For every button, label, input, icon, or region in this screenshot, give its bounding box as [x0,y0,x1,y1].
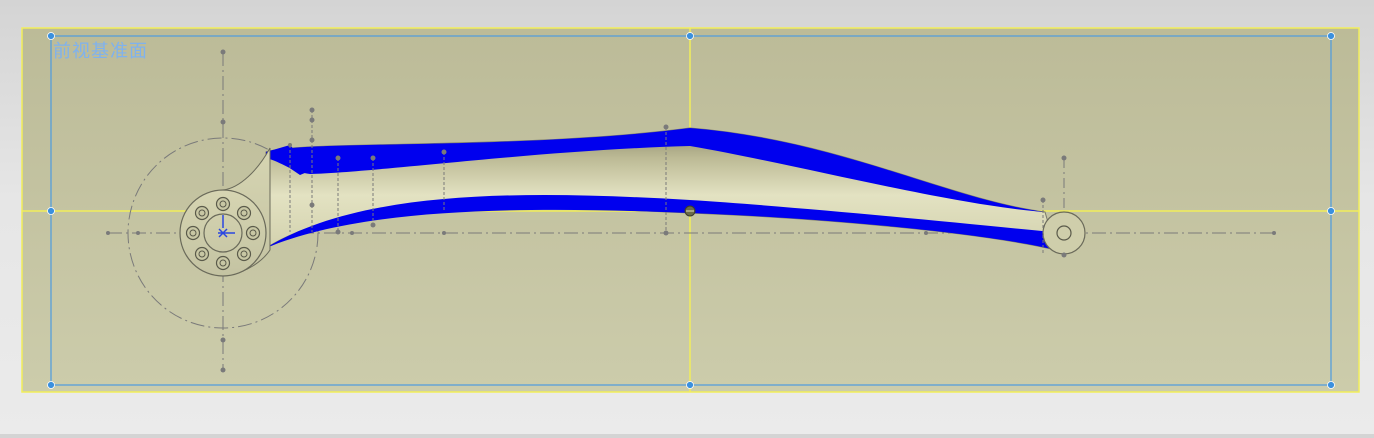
section-face-bottom [266,194,1056,250]
bolt-hole [236,246,252,262]
bolt-hole [215,255,231,271]
sketch-points [106,49,1276,373]
bolt-hole [245,225,261,241]
plane-handles[interactable] [47,32,1335,389]
section-face-left [266,145,312,175]
plane-handle-icon [47,381,55,389]
bolt-hole [194,205,210,221]
plane-handle-icon [686,381,694,389]
bolt-hole-inner [189,200,257,267]
section-stations [289,110,1044,255]
section-face-top [266,128,1045,212]
tip-bore [1056,225,1072,241]
hub-bore [203,213,243,253]
bolt-hole [215,196,231,212]
bolt-hole [185,225,201,241]
sketch-origin-icon[interactable] [218,215,235,238]
bolt-holes [185,196,261,271]
plane-label[interactable]: 前视基准面 [53,41,148,62]
plane-handle-icon [47,207,55,215]
tip-boss[interactable] [1042,211,1086,255]
bolt-hole [194,246,210,262]
bolt-hole [236,205,252,221]
plane-handle-icon [686,32,694,40]
plane-handle-icon [1327,381,1335,389]
plane-handle-icon [1327,32,1335,40]
origin-icon[interactable] [684,205,696,217]
plane-handle-icon [1327,207,1335,215]
plane-handle-icon [47,32,55,40]
